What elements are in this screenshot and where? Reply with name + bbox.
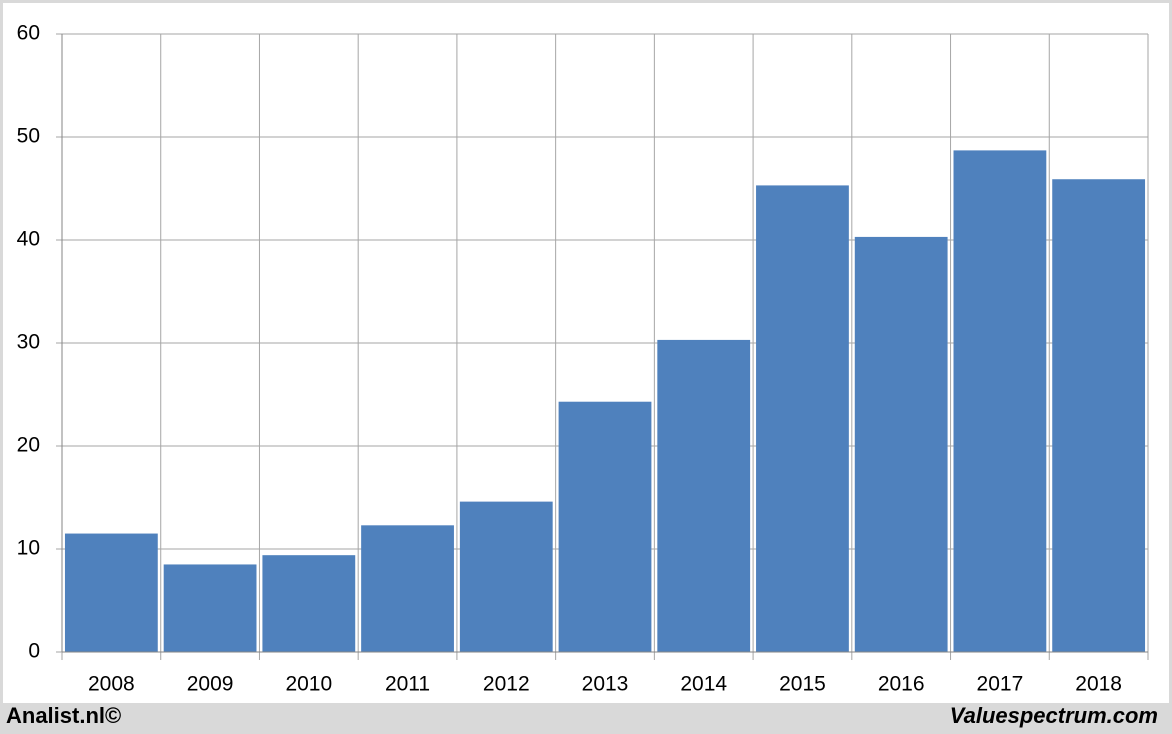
bar xyxy=(459,501,553,652)
bar xyxy=(262,555,356,652)
bar xyxy=(163,564,257,652)
x-tick-label: 2018 xyxy=(1075,673,1122,696)
y-tick-label: 30 xyxy=(17,331,40,354)
y-tick-label: 20 xyxy=(17,434,40,457)
x-tick-label: 2009 xyxy=(187,673,234,696)
x-tick-label: 2015 xyxy=(779,673,826,696)
y-tick-label: 0 xyxy=(28,640,40,663)
bar xyxy=(64,533,158,652)
y-tick-label: 60 xyxy=(17,22,40,45)
x-tick-label: 2011 xyxy=(385,673,430,696)
bar xyxy=(953,150,1047,652)
x-tick-label: 2014 xyxy=(680,673,727,696)
x-tick-label: 2016 xyxy=(878,673,925,696)
footer-left: Analist.nl© xyxy=(6,703,121,728)
bar xyxy=(361,525,454,652)
bar xyxy=(1052,179,1146,653)
x-tick-label: 2012 xyxy=(483,673,530,696)
x-tick-label: 2008 xyxy=(88,673,135,696)
x-tick-label: 2013 xyxy=(582,673,629,696)
bar xyxy=(558,401,652,652)
y-tick-label: 50 xyxy=(17,125,40,148)
bar xyxy=(657,339,751,652)
y-tick-label: 40 xyxy=(17,228,40,251)
x-tick-label: 2010 xyxy=(285,673,332,696)
bar xyxy=(756,185,849,652)
x-tick-label: 2017 xyxy=(977,673,1024,696)
footer-right: Valuespectrum.com xyxy=(950,703,1158,728)
y-tick-label: 10 xyxy=(17,537,40,560)
bar xyxy=(854,236,948,652)
